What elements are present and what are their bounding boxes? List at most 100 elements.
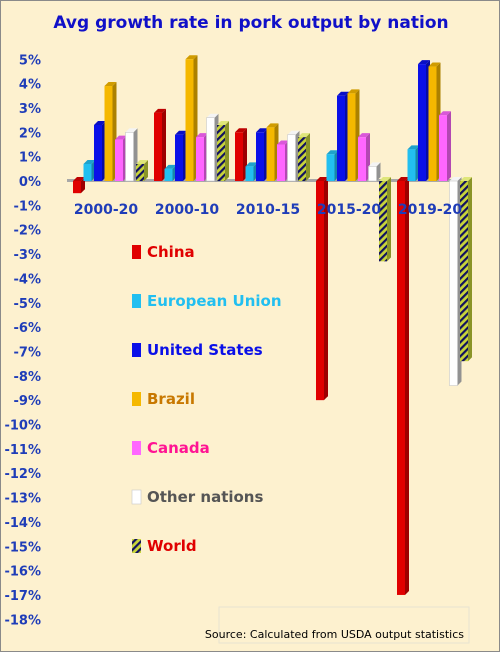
legend-swatch <box>132 441 141 455</box>
x-tick-label: 2000-10 <box>155 202 220 218</box>
bar-front <box>358 137 366 181</box>
y-tick-label: -4% <box>14 272 41 287</box>
bar-front <box>449 180 458 386</box>
bar-european-union-2010-15 <box>245 162 258 181</box>
bar-front <box>115 139 123 181</box>
bar-other-nations-2015-20 <box>368 162 381 182</box>
bar-brazil-2015-20 <box>347 89 360 181</box>
x-tick-label: 2000-20 <box>74 202 139 218</box>
bar-world-2010-15 <box>298 133 310 181</box>
bar-top <box>326 150 339 155</box>
y-tick-label: 3% <box>19 102 41 117</box>
bar-side <box>306 133 310 181</box>
bar-china-2015-20 <box>316 177 328 401</box>
bar-front <box>164 168 173 181</box>
bar-united-states-2000-20 <box>94 120 106 181</box>
bar-front <box>347 93 356 181</box>
bar-top <box>277 140 289 145</box>
y-tick-label: -3% <box>14 248 41 263</box>
bar-front <box>418 64 426 181</box>
y-tick-label: -17% <box>4 589 41 604</box>
bar-front <box>428 66 437 181</box>
bar-front <box>460 181 468 362</box>
y-tick-label: 5% <box>19 53 41 68</box>
bar-front <box>266 127 275 181</box>
bar-brazil-2000-10 <box>185 55 198 181</box>
bar-top <box>379 177 391 181</box>
bar-front <box>235 132 243 181</box>
bar-side <box>324 177 328 401</box>
bar-china-2000-10 <box>154 108 166 181</box>
bar-top <box>94 120 106 125</box>
bar-top <box>428 62 441 67</box>
bar-front <box>397 181 405 595</box>
bar-world-2019-20 <box>460 177 472 362</box>
x-tick-label: 2015-20 <box>317 202 382 218</box>
y-tick-label: -6% <box>14 321 41 336</box>
y-tick-label: 0% <box>19 175 41 190</box>
bar-top <box>298 133 310 138</box>
bar-china-2019-20 <box>397 177 409 595</box>
legend-label: China <box>147 243 195 261</box>
legend-item: Other nations <box>131 488 263 506</box>
legend-swatch <box>132 294 141 308</box>
bar-top <box>245 162 258 167</box>
bar-top <box>83 159 96 164</box>
bar-top <box>418 60 430 65</box>
bar-front <box>439 115 447 181</box>
legend-swatch <box>132 392 141 406</box>
legend-swatch <box>132 245 141 259</box>
bar-side <box>405 177 409 595</box>
bar-canada-2000-10 <box>196 133 208 181</box>
y-tick-label: 4% <box>19 78 41 93</box>
bar-united-states-2000-10 <box>175 130 187 181</box>
bar-top <box>397 177 409 181</box>
bar-top <box>368 162 381 167</box>
bar-top <box>460 177 472 181</box>
legend-label: World <box>147 537 197 555</box>
source-box: Source: Calculated from USDA output stat… <box>205 606 470 644</box>
bar-front <box>104 86 113 181</box>
bar-world-2000-20 <box>136 159 148 181</box>
bar-top <box>196 133 208 138</box>
bar-front <box>73 181 81 194</box>
bar-united-states-2010-15 <box>256 128 268 181</box>
bar-top <box>266 123 279 128</box>
y-tick-label: -9% <box>14 394 41 409</box>
bar-top <box>206 113 219 118</box>
bar-front <box>175 134 183 181</box>
bar-front <box>287 134 296 182</box>
y-tick-label: -15% <box>4 540 41 555</box>
bar-top <box>175 130 187 135</box>
y-tick-label: -5% <box>14 297 41 312</box>
bar-side <box>447 111 451 181</box>
legend-swatch <box>132 343 141 357</box>
bar-front <box>196 137 204 181</box>
legend-label: Canada <box>147 439 210 457</box>
bar-world-2000-10 <box>217 120 229 181</box>
legend-label: Other nations <box>147 488 263 506</box>
y-tick-label: 1% <box>19 151 41 166</box>
legend-item: European Union <box>132 292 282 310</box>
axis-layer: 5% 4% 3% 2% 1% 0% -1% -2% -3% -4% -5% -6% -7% -8% -9% -… <box>4 53 465 628</box>
bar-side <box>225 120 229 181</box>
y-tick-label: -18% <box>4 613 41 628</box>
bar-front <box>136 163 144 181</box>
y-tick-label: 2% <box>19 126 41 141</box>
y-tick-label: -2% <box>14 224 41 239</box>
bar-front <box>206 117 215 182</box>
bar-top <box>256 128 268 133</box>
bar-top <box>235 128 247 133</box>
bar-side <box>387 177 391 262</box>
bar-top <box>449 177 462 181</box>
bar-front <box>316 181 324 401</box>
y-tick-label: -12% <box>4 467 41 482</box>
bar-front <box>94 124 102 181</box>
x-tick-layer: 2000-20 2000-10 2010-15 2015-20 2019-20 <box>74 202 463 218</box>
bar-side <box>144 159 148 181</box>
bar-top <box>115 135 127 140</box>
bar-european-union-2000-10 <box>164 164 177 181</box>
bar-brazil-2010-15 <box>266 123 279 181</box>
legend-item: World <box>132 537 197 555</box>
